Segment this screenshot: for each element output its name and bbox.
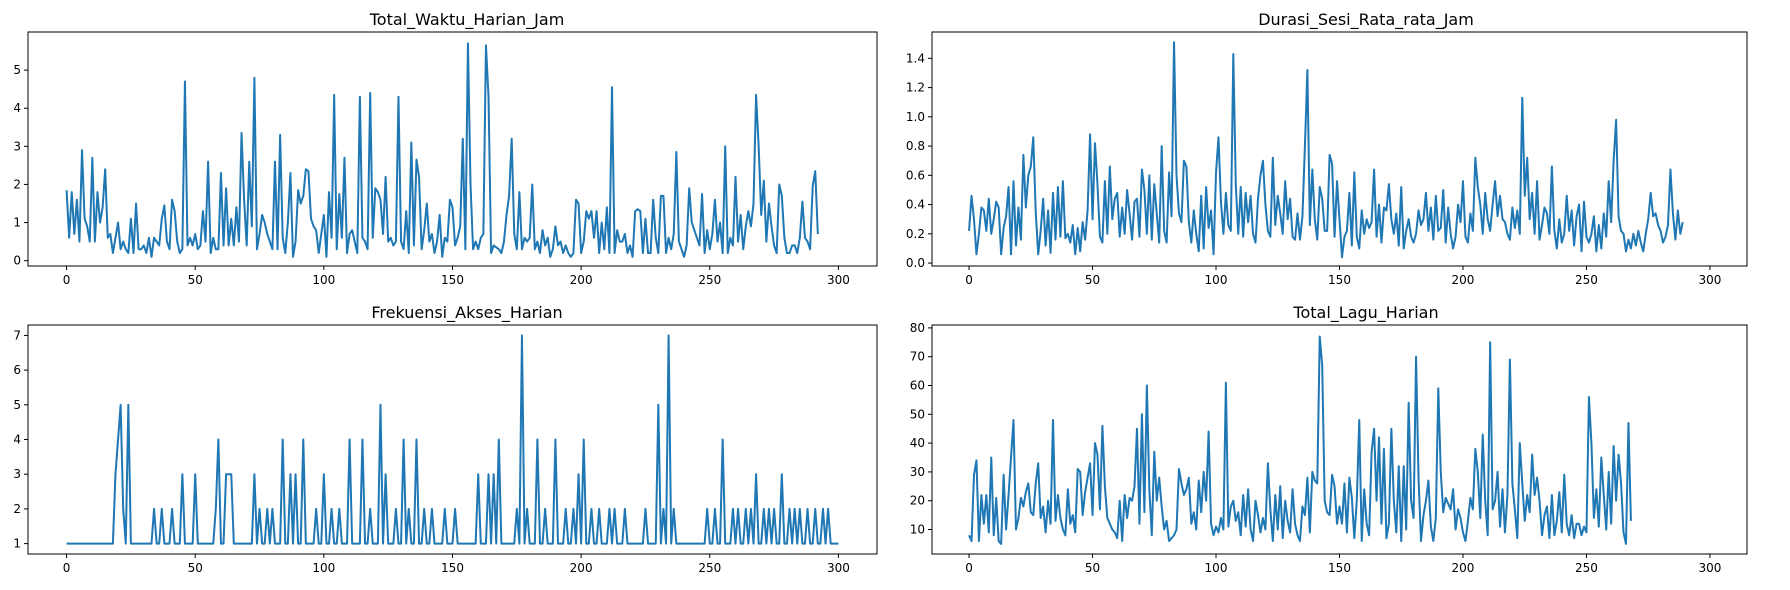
subplot-durasi-sesi-rata-rata-jam: Durasi_Sesi_Rata_rata_Jam 0 50 100 150 200 25… bbox=[906, 10, 1748, 287]
axes-frame bbox=[931, 31, 1748, 267]
y-tick-label: 30 bbox=[910, 465, 925, 479]
y-tick-label: 3 bbox=[13, 139, 21, 153]
y-tick-label: 40 bbox=[910, 436, 925, 450]
x-tick-label: 0 bbox=[965, 561, 973, 575]
y-tick-label: 1 bbox=[13, 537, 21, 551]
subplot-title: Durasi_Sesi_Rata_rata_Jam bbox=[1258, 10, 1474, 30]
x-tick-label: 100 bbox=[312, 273, 335, 287]
x-tick-label: 100 bbox=[1205, 273, 1228, 287]
y-tick-label: 1 bbox=[13, 216, 21, 230]
x-tick-label: 250 bbox=[698, 561, 721, 575]
x-tick-label: 150 bbox=[1328, 561, 1351, 575]
x-tick-label: 0 bbox=[63, 273, 71, 287]
x-tick-label: 0 bbox=[63, 561, 71, 575]
x-tick-label: 250 bbox=[698, 273, 721, 287]
ticks: 0 50 100 150 200 250 300 0.0 0.2 0.4 0.6 0.8 1.0 1.2 1… bbox=[906, 51, 1722, 287]
series-line bbox=[65, 42, 819, 258]
subplot-title: Total_Waktu_Harian_Jam bbox=[369, 10, 565, 30]
x-tick-label: 200 bbox=[1452, 561, 1475, 575]
x-tick-label: 50 bbox=[1085, 561, 1100, 575]
x-tick-label: 100 bbox=[1205, 561, 1228, 575]
series-line bbox=[66, 334, 839, 545]
y-tick-label: 5 bbox=[13, 398, 21, 412]
y-tick-label: 10 bbox=[910, 523, 925, 537]
series-line bbox=[968, 41, 1684, 259]
x-tick-label: 50 bbox=[188, 273, 203, 287]
x-tick-label: 150 bbox=[1328, 273, 1351, 287]
x-tick-label: 50 bbox=[188, 561, 203, 575]
x-tick-label: 300 bbox=[827, 561, 850, 575]
y-tick-label: 1.2 bbox=[906, 81, 925, 95]
y-tick-label: 20 bbox=[910, 494, 925, 508]
y-tick-label: 4 bbox=[13, 101, 21, 115]
y-tick-label: 7 bbox=[13, 328, 21, 342]
subplot-total-waktu-harian-jam: Total_Waktu_Harian_Jam 0 50 100 150 200 250 30… bbox=[13, 10, 878, 287]
y-tick-label: 0.4 bbox=[906, 198, 925, 212]
axes-frame bbox=[27, 31, 878, 267]
x-tick-label: 200 bbox=[570, 561, 593, 575]
y-tick-label: 0 bbox=[13, 254, 21, 268]
subplot-total-lagu-harian: Total_Lagu_Harian 0 50 100 150 200 250 300 10 20… bbox=[910, 303, 1748, 575]
y-tick-label: 60 bbox=[910, 378, 925, 392]
y-tick-label: 4 bbox=[13, 433, 21, 447]
ticks: 0 50 100 150 200 250 300 1 2 3 4 5 6 7 bbox=[13, 328, 850, 575]
y-tick-label: 0.8 bbox=[906, 139, 925, 153]
y-tick-label: 2 bbox=[13, 177, 21, 191]
y-tick-label: 0.6 bbox=[906, 168, 925, 182]
y-tick-label: 3 bbox=[13, 467, 21, 481]
axes-frame bbox=[27, 324, 878, 555]
x-tick-label: 150 bbox=[441, 273, 464, 287]
y-tick-label: 2 bbox=[13, 502, 21, 516]
y-tick-label: 50 bbox=[910, 407, 925, 421]
x-tick-label: 250 bbox=[1575, 561, 1598, 575]
x-tick-label: 250 bbox=[1575, 273, 1598, 287]
y-tick-label: 1.4 bbox=[906, 51, 925, 65]
ticks: 0 50 100 150 200 250 300 0 1 2 3 4 5 bbox=[13, 63, 850, 287]
y-tick-label: 80 bbox=[910, 321, 925, 335]
x-tick-label: 100 bbox=[312, 561, 335, 575]
x-tick-label: 0 bbox=[965, 273, 973, 287]
y-tick-label: 6 bbox=[13, 363, 21, 377]
x-tick-label: 300 bbox=[827, 273, 850, 287]
ticks: 0 50 100 150 200 250 300 10 20 30 40 50 60 70 80 bbox=[910, 321, 1722, 575]
y-tick-label: 5 bbox=[13, 63, 21, 77]
y-tick-label: 0.0 bbox=[906, 256, 925, 270]
y-tick-label: 0.2 bbox=[906, 227, 925, 241]
y-tick-label: 1.0 bbox=[906, 110, 925, 124]
x-tick-label: 300 bbox=[1699, 273, 1722, 287]
subplot-title: Total_Lagu_Harian bbox=[1292, 303, 1438, 323]
x-tick-label: 300 bbox=[1699, 561, 1722, 575]
x-tick-label: 200 bbox=[570, 273, 593, 287]
x-tick-label: 50 bbox=[1085, 273, 1100, 287]
axes-frame bbox=[931, 324, 1748, 555]
subplot-title: Frekuensi_Akses_Harian bbox=[371, 303, 562, 323]
x-tick-label: 200 bbox=[1452, 273, 1475, 287]
y-tick-label: 70 bbox=[910, 350, 925, 364]
x-tick-label: 150 bbox=[441, 561, 464, 575]
series-line bbox=[968, 335, 1632, 545]
subplot-frekuensi-akses-harian: Frekuensi_Akses_Harian 0 50 100 150 200 250 30… bbox=[13, 303, 878, 575]
